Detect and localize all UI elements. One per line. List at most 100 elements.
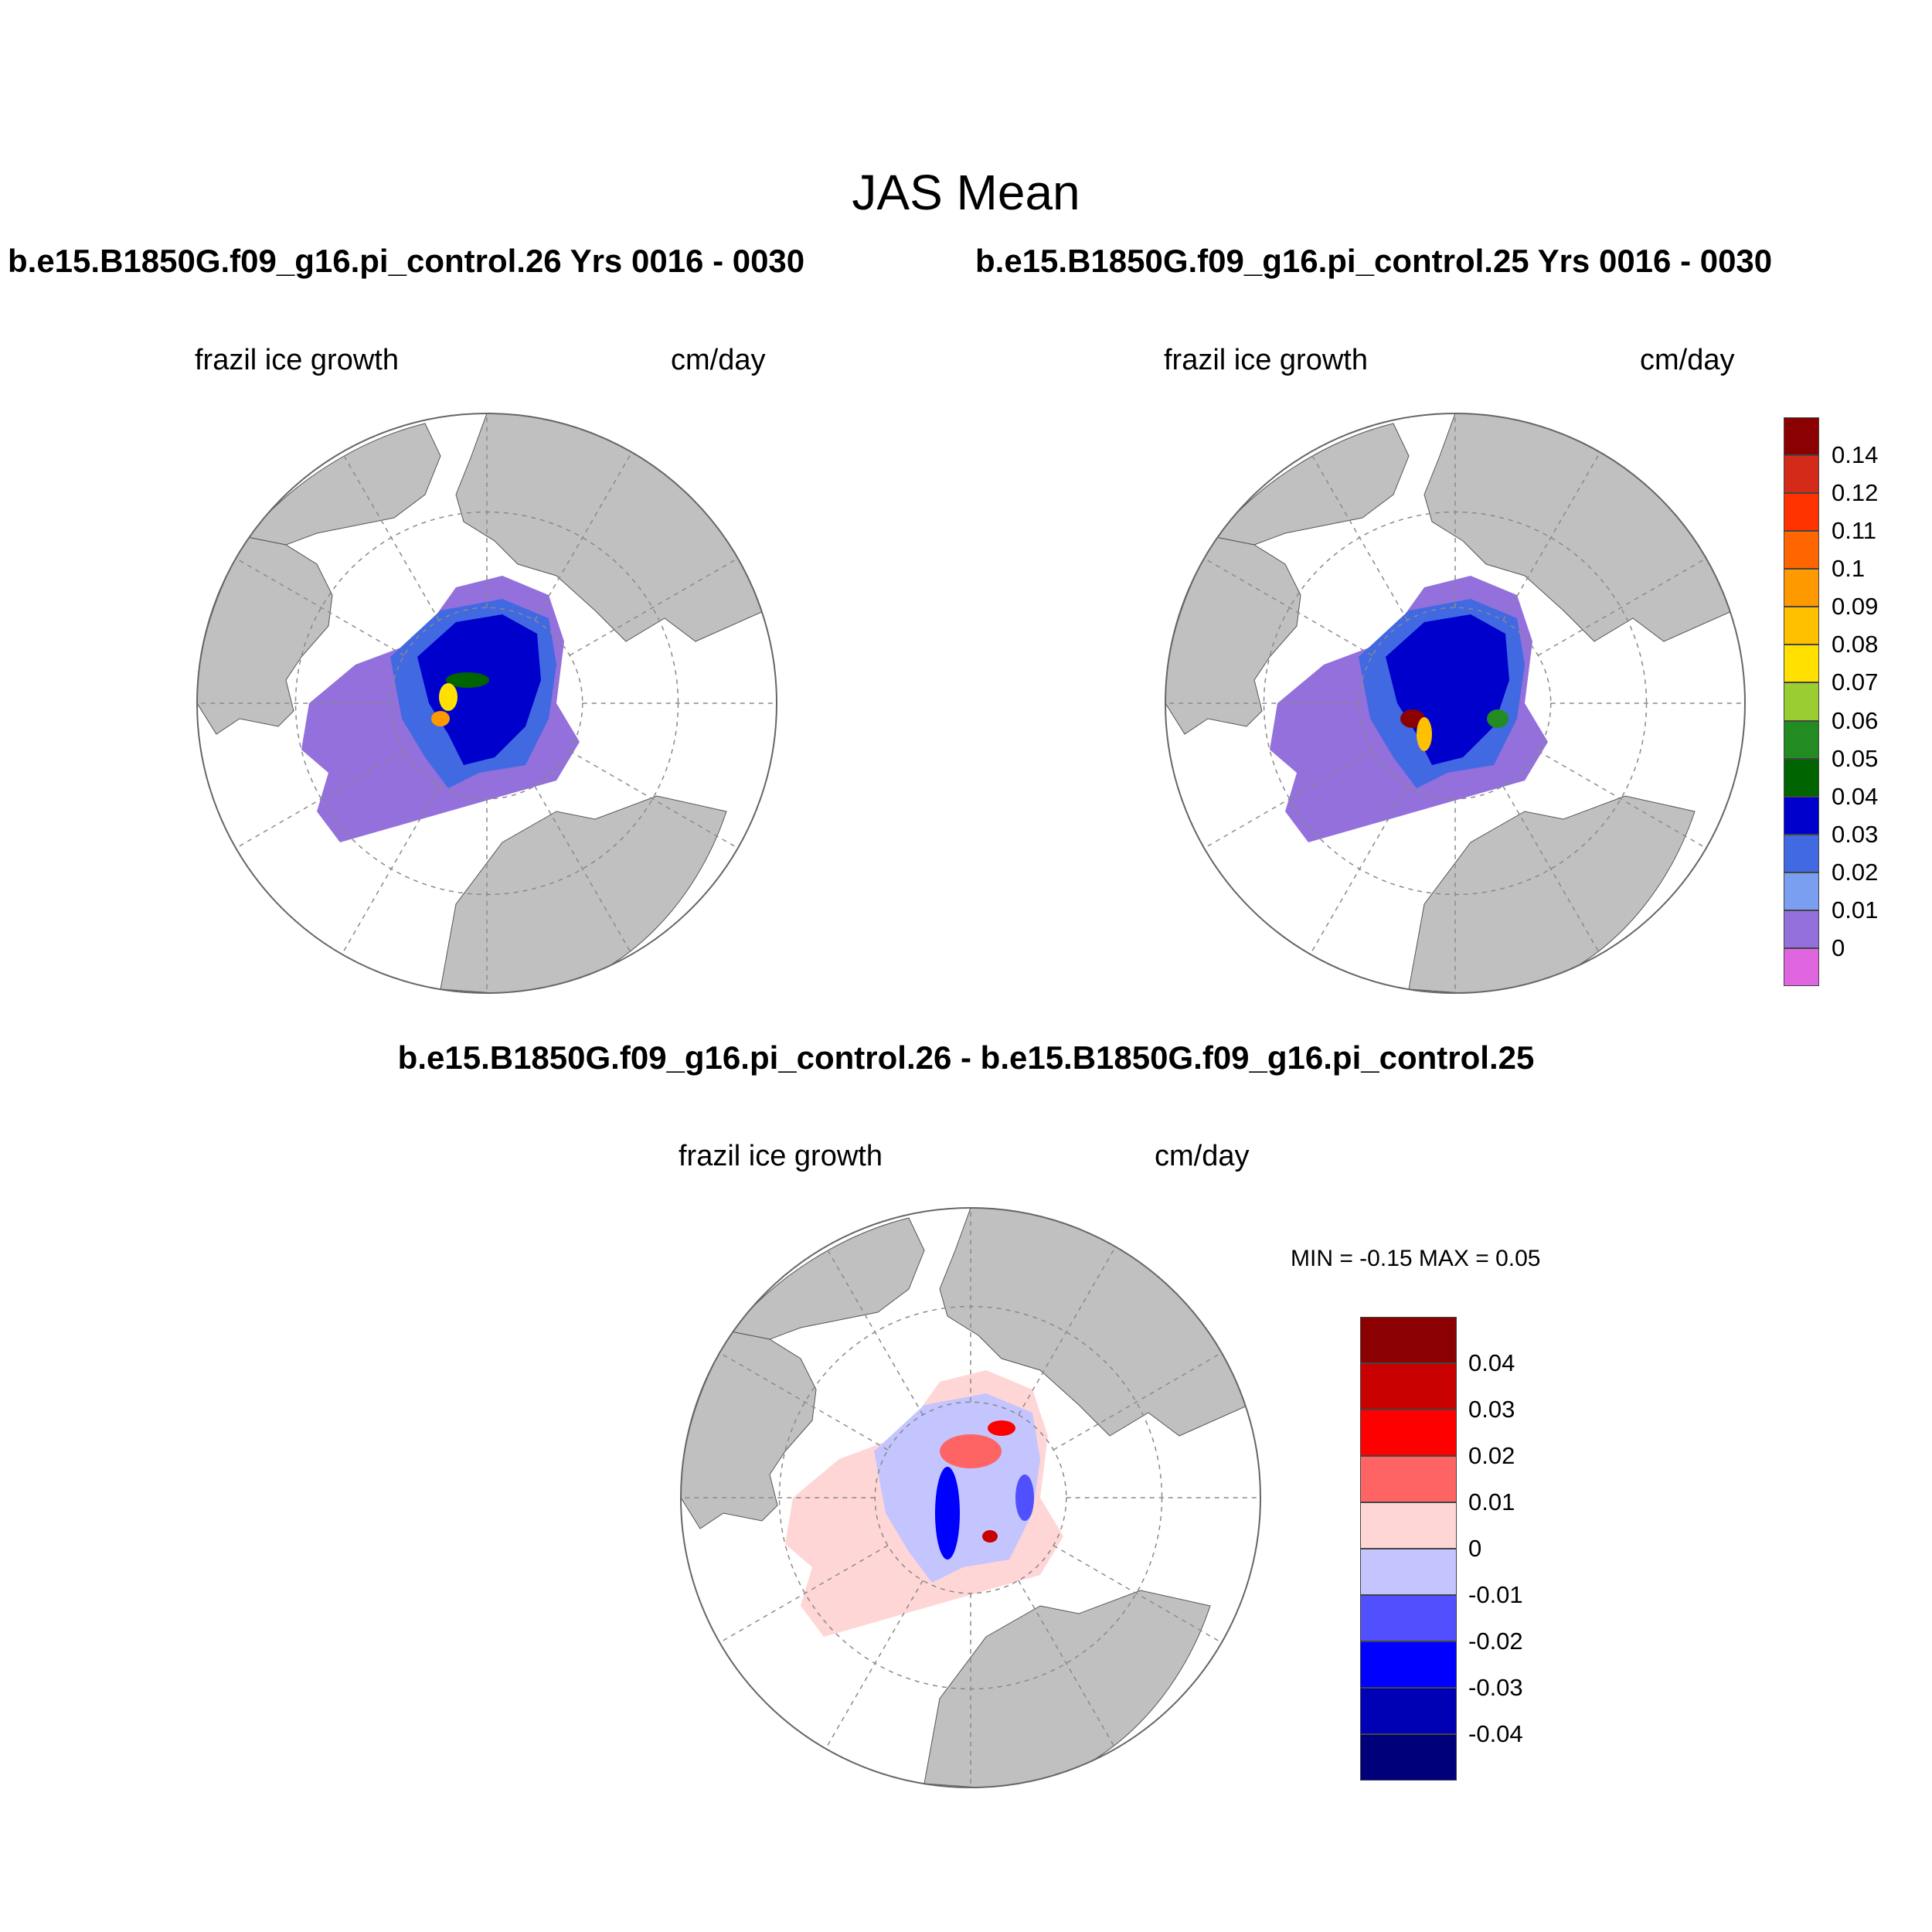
- ice-field: [1015, 1475, 1034, 1521]
- colorbar-main-swatch: [1784, 720, 1819, 759]
- colorbar-diff-swatch: [1360, 1410, 1457, 1456]
- colorbar-diff-tick-label: -0.03: [1468, 1674, 1523, 1701]
- ice-field: [940, 1434, 1002, 1468]
- colorbar-main-swatch: [1784, 417, 1819, 456]
- min-max-readout: MIN = -0.15 MAX = 0.05: [1291, 1246, 1541, 1271]
- colorbar-diff: 0.04 0.03 0.02 0.01 0 -0.01 -0.02 -0.03 -0.04: [1360, 1317, 1523, 1781]
- colorbar-main-tick-label: 0.06: [1832, 706, 1879, 734]
- meridian-line: [719, 1545, 889, 1644]
- units-label-right: cm/day: [1640, 344, 1735, 376]
- colorbar-main-swatch: [1784, 796, 1819, 835]
- meridian-line: [1502, 785, 1601, 955]
- colorbar-main-tick-label: 0.05: [1832, 744, 1879, 772]
- meridian-line: [1018, 1246, 1117, 1416]
- colorbar-diff-swatch: [1360, 1688, 1457, 1734]
- ice-field: [982, 1530, 998, 1543]
- diff-title: b.e15.B1850G.f09_g16.pi_control.26 - b.e…: [397, 1039, 1535, 1076]
- colorbar-diff-swatch: [1360, 1502, 1457, 1549]
- meridian-line: [825, 1580, 923, 1750]
- colorbar-main-swatch: [1784, 758, 1819, 797]
- meridian-line: [534, 451, 633, 621]
- meridian-line: [1018, 1580, 1117, 1750]
- ice-field: [1417, 717, 1432, 751]
- colorbar-main-swatch: [1784, 682, 1819, 721]
- meridian-line: [1203, 750, 1373, 849]
- variable-label-left: frazil ice growth: [195, 344, 399, 376]
- meridian-line: [341, 451, 440, 621]
- colorbar-main-swatch: [1784, 607, 1819, 645]
- colorbar-main-swatch: [1784, 569, 1819, 607]
- meridian-line: [825, 1246, 923, 1416]
- map-right: [1165, 413, 1746, 994]
- colorbar-main-tick-label: 0.14: [1832, 441, 1879, 469]
- ice-field: [439, 683, 457, 711]
- colorbar-main-tick-label: 0.04: [1832, 782, 1879, 810]
- units-label-left: cm/day: [671, 344, 766, 376]
- variable-label-diff: frazil ice growth: [679, 1140, 883, 1172]
- meridian-line: [719, 1352, 889, 1451]
- map-left: [196, 413, 777, 994]
- ice-field: [988, 1420, 1015, 1436]
- colorbar-main-tick-label: 0.08: [1832, 631, 1879, 658]
- ice-field: [431, 711, 450, 726]
- colorbar-main-tick-label: 0.1: [1832, 555, 1866, 583]
- colorbar-diff-tick-label: 0.03: [1468, 1396, 1515, 1423]
- colorbar-main-tick-label: 0.09: [1832, 593, 1879, 621]
- meridian-line: [235, 750, 405, 849]
- colorbar-diff-tick-label: 0.04: [1468, 1349, 1515, 1376]
- meridian-line: [534, 785, 633, 955]
- map-border: [1165, 413, 1746, 994]
- meridian-line: [1309, 785, 1408, 955]
- colorbar-main-swatch: [1784, 493, 1819, 532]
- colorbar-main-tick-label: 0.11: [1832, 517, 1877, 545]
- colorbar-main-tick-label: 0.03: [1832, 820, 1879, 848]
- map-border: [680, 1207, 1261, 1788]
- colorbar-main-tick-label: 0.02: [1832, 858, 1879, 886]
- meridian-line: [569, 557, 739, 656]
- colorbar-main-swatch: [1784, 455, 1819, 494]
- colorbar-main-swatch: [1784, 834, 1819, 872]
- colorbar-main-swatch: [1784, 947, 1819, 986]
- meridian-line: [1203, 557, 1373, 656]
- colorbar-diff-swatch: [1360, 1549, 1457, 1595]
- meridian-line: [1053, 1545, 1223, 1644]
- colorbar-diff-tick-label: 0.02: [1468, 1442, 1515, 1469]
- meridian-line: [569, 750, 739, 849]
- main-title: JAS Mean: [852, 165, 1080, 220]
- ice-field: [1487, 709, 1509, 728]
- meridian-line: [1537, 750, 1707, 849]
- meridian-line: [1309, 451, 1408, 621]
- meridian-line: [341, 785, 440, 955]
- ice-field: [446, 672, 489, 688]
- colorbar-diff-tick-label: 0.01: [1468, 1488, 1515, 1515]
- colorbar-diff-tick-label: 0: [1468, 1535, 1482, 1562]
- map-border: [196, 413, 777, 994]
- colorbar-diff-swatch: [1360, 1734, 1457, 1781]
- colorbar-main-swatch: [1784, 531, 1819, 570]
- case-title-right: b.e15.B1850G.f09_g16.pi_control.25 Yrs 0…: [975, 243, 1773, 279]
- colorbar-diff-swatch: [1360, 1317, 1457, 1363]
- colorbar-main-tick-label: 0.12: [1832, 479, 1879, 507]
- colorbar-main: 0.14 0.12 0.11 0.1 0.09 0.08 0.07 0.06 0.05 0.04 0…: [1784, 417, 1878, 986]
- meridian-line: [1053, 1352, 1223, 1451]
- variable-label-right: frazil ice growth: [1164, 344, 1368, 376]
- units-label-diff: cm/day: [1155, 1140, 1250, 1172]
- colorbar-diff-tick-label: -0.02: [1468, 1628, 1523, 1655]
- colorbar-diff-swatch: [1360, 1595, 1457, 1641]
- colorbar-main-swatch: [1784, 872, 1819, 910]
- ice-field: [417, 614, 541, 765]
- colorbar-diff-swatch: [1360, 1456, 1457, 1502]
- colorbar-diff-tick-label: -0.01: [1468, 1581, 1523, 1608]
- colorbar-main-tick-label: 0.01: [1832, 896, 1879, 923]
- meridian-line: [1502, 451, 1601, 621]
- map-diff: [680, 1207, 1261, 1788]
- colorbar-diff-swatch: [1360, 1363, 1457, 1410]
- colorbar-diff-tick-label: -0.04: [1468, 1720, 1523, 1747]
- colorbar-main-swatch: [1784, 910, 1819, 948]
- meridian-line: [1537, 557, 1707, 656]
- colorbar-main-swatch: [1784, 645, 1819, 683]
- colorbar-main-tick-label: 0.07: [1832, 668, 1879, 696]
- ice-field: [935, 1467, 960, 1560]
- colorbar-diff-swatch: [1360, 1641, 1457, 1688]
- meridian-line: [235, 557, 405, 656]
